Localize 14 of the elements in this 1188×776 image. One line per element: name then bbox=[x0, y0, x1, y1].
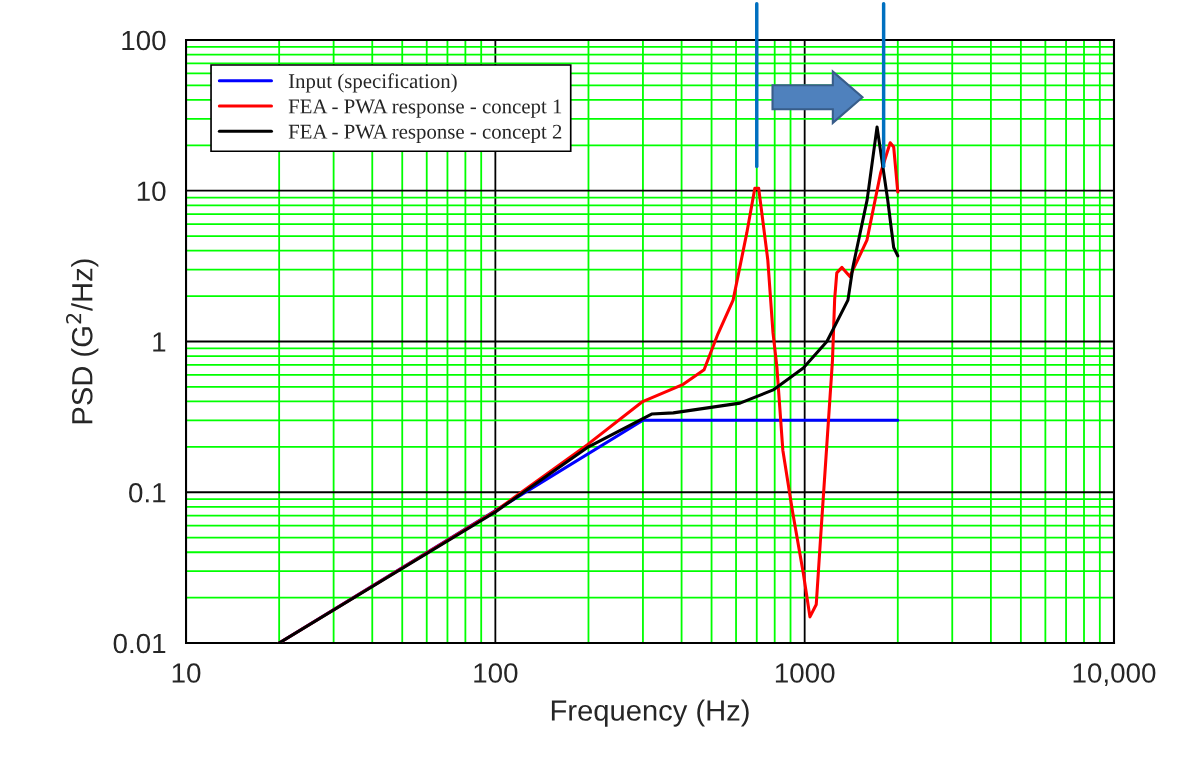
y-tick-label: 10 bbox=[137, 181, 166, 202]
x-axis-title: Frequency (Hz) bbox=[551, 699, 749, 727]
legend-label: Input (specification) bbox=[288, 73, 457, 93]
legend-label: FEA - PWA response - concept 1 bbox=[288, 99, 562, 118]
y-tick-label: 100 bbox=[122, 30, 166, 51]
y-tick-label: 0.1 bbox=[129, 482, 166, 503]
legend-label: FEA - PWA response - concept 2 bbox=[288, 124, 562, 143]
y-tick-label: 1 bbox=[153, 332, 166, 352]
y-axis-title: PSD (G$^{2}$/Hz) bbox=[65, 259, 99, 424]
y-tick-label: 0.01 bbox=[113, 633, 166, 654]
x-tick-label: 10,000 bbox=[1073, 663, 1156, 687]
x-tick-label: 1000 bbox=[775, 663, 835, 683]
x-tick-label: 100 bbox=[474, 663, 518, 683]
x-tick-label: 10 bbox=[172, 663, 201, 683]
